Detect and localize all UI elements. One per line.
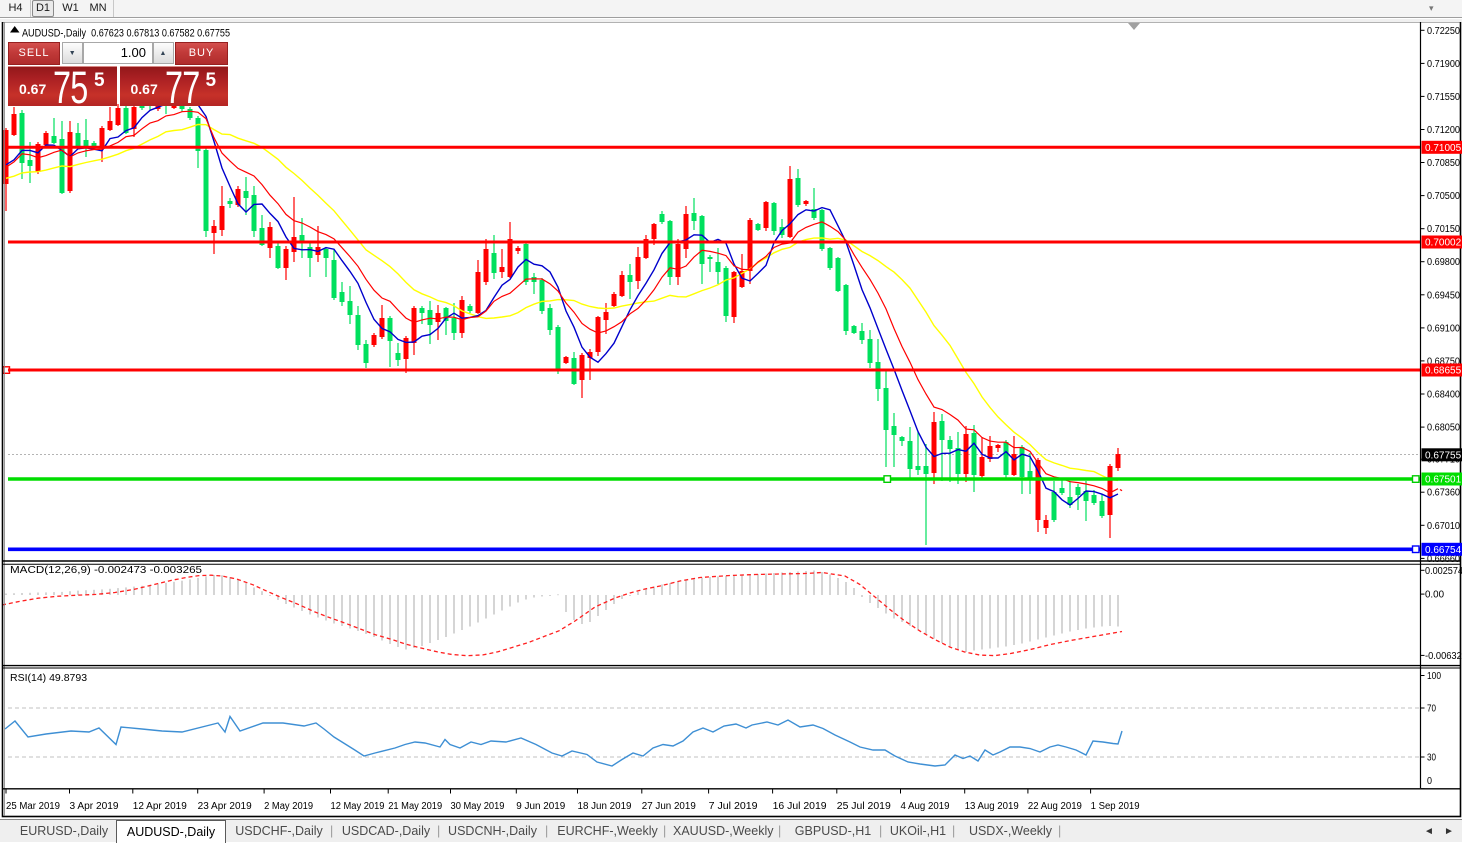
- svg-text:2 May 2019: 2 May 2019: [264, 801, 313, 812]
- svg-text:12 May 2019: 12 May 2019: [331, 801, 385, 812]
- svg-text:0.71900: 0.71900: [1427, 59, 1460, 70]
- svg-text:0.70500: 0.70500: [1427, 191, 1460, 202]
- svg-text:0.71550: 0.71550: [1427, 92, 1460, 103]
- svg-text:30: 30: [1427, 753, 1436, 764]
- svg-text:0.67501: 0.67501: [1425, 475, 1462, 486]
- svg-text:30 May 2019: 30 May 2019: [451, 801, 505, 812]
- svg-text:25 Jul 2019: 25 Jul 2019: [837, 801, 891, 812]
- svg-text:3 Apr 2019: 3 Apr 2019: [70, 801, 119, 812]
- svg-text:13 Aug 2019: 13 Aug 2019: [965, 801, 1019, 812]
- svg-text:0.68050: 0.68050: [1427, 423, 1460, 434]
- svg-text:23 Apr 2019: 23 Apr 2019: [198, 801, 252, 812]
- svg-text:0.69450: 0.69450: [1427, 290, 1460, 301]
- svg-text:0.72250: 0.72250: [1427, 26, 1460, 37]
- svg-text:9 Jun 2019: 9 Jun 2019: [516, 801, 565, 812]
- svg-text:1 Sep 2019: 1 Sep 2019: [1091, 801, 1140, 812]
- svg-text:0.70850: 0.70850: [1427, 158, 1460, 169]
- svg-text:0.68400: 0.68400: [1427, 390, 1460, 401]
- svg-text:7 Jul 2019: 7 Jul 2019: [709, 801, 758, 812]
- svg-text:21 May 2019: 21 May 2019: [388, 801, 442, 812]
- svg-text:4 Aug 2019: 4 Aug 2019: [901, 801, 950, 812]
- svg-text:18 Jun 2019: 18 Jun 2019: [578, 801, 632, 812]
- svg-text:-0.006326: -0.006326: [1425, 651, 1462, 662]
- svg-text:0.66754: 0.66754: [1425, 545, 1462, 556]
- svg-text:0.70150: 0.70150: [1427, 224, 1460, 235]
- svg-text:MACD(12,26,9) -0.002473 -0.003: MACD(12,26,9) -0.002473 -0.003265: [10, 564, 202, 576]
- svg-text:0.71005: 0.71005: [1425, 143, 1462, 154]
- svg-text:100: 100: [1427, 671, 1441, 682]
- svg-text:0.70002: 0.70002: [1425, 238, 1462, 249]
- svg-text:0.67010: 0.67010: [1427, 521, 1460, 532]
- svg-text:RSI(14) 49.8793: RSI(14) 49.8793: [10, 672, 87, 684]
- svg-text:0.67360: 0.67360: [1427, 488, 1460, 499]
- svg-text:16 Jul 2019: 16 Jul 2019: [773, 801, 827, 812]
- svg-text:0.00: 0.00: [1425, 590, 1444, 601]
- svg-text:AUDUSD-,Daily 0.67623 0.67813: AUDUSD-,Daily 0.67623 0.67813 0.67582 0.…: [22, 28, 230, 40]
- svg-text:27 Jun 2019: 27 Jun 2019: [642, 801, 696, 812]
- svg-text:12 Apr 2019: 12 Apr 2019: [133, 801, 187, 812]
- svg-text:0.69100: 0.69100: [1427, 323, 1460, 334]
- svg-text:70: 70: [1427, 704, 1436, 715]
- svg-text:25 Mar 2019: 25 Mar 2019: [6, 801, 60, 812]
- svg-text:0.68655: 0.68655: [1425, 366, 1462, 377]
- svg-text:22 Aug 2019: 22 Aug 2019: [1028, 801, 1082, 812]
- svg-text:0.002574: 0.002574: [1425, 566, 1462, 577]
- svg-text:0.67755: 0.67755: [1425, 450, 1462, 461]
- svg-text:0: 0: [1427, 776, 1432, 787]
- svg-text:0.69800: 0.69800: [1427, 257, 1460, 268]
- svg-text:0.71200: 0.71200: [1427, 125, 1460, 136]
